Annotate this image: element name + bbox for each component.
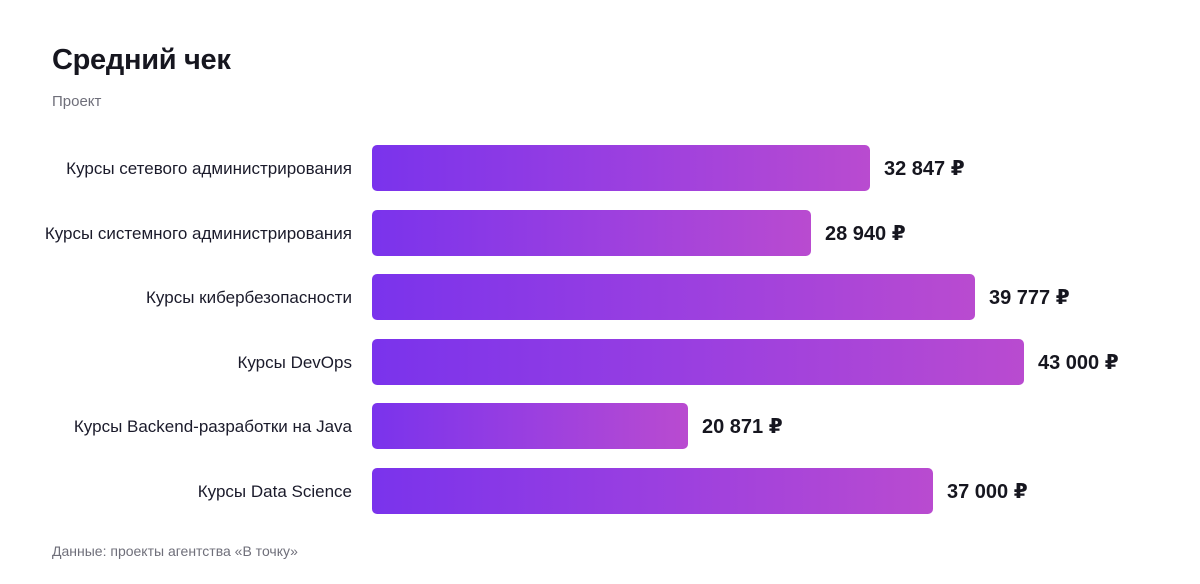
bar-row: Курсы системного администрирования 28 940… (0, 210, 1200, 256)
value-label: 28 940 ₽ (825, 222, 906, 245)
category-label: Курсы DevOps (237, 352, 352, 372)
bar-row: Курсы DevOps 43 000 ₽ (0, 339, 1200, 385)
value-label: 20 871 ₽ (702, 415, 783, 438)
value-label: 39 777 ₽ (989, 286, 1070, 309)
category-label: Курсы системного администрирования (44, 223, 352, 243)
chart-subtitle: Проект (52, 93, 102, 110)
bar-row: Курсы Data Science 37 000 ₽ (0, 468, 1200, 514)
value-label: 32 847 ₽ (884, 157, 965, 180)
bar-row: Курсы Backend-разработки на Java 20 871 ₽ (0, 403, 1200, 449)
bar (372, 210, 811, 256)
category-label: Курсы Backend-разработки на Java (73, 416, 352, 436)
category-label: Курсы Data Science (197, 481, 352, 501)
category-label: Курсы сетевого администрирования (66, 158, 352, 178)
bar (372, 274, 975, 320)
bar (372, 145, 870, 191)
value-label: 43 000 ₽ (1038, 351, 1119, 374)
chart-title: Средний чек (52, 44, 231, 76)
category-label: Курсы кибербезопасности (146, 287, 352, 307)
bar-row: Курсы кибербезопасности 39 777 ₽ (0, 274, 1200, 320)
bar-row: Курсы сетевого администрирования 32 847 ₽ (0, 145, 1200, 191)
bar (372, 468, 933, 514)
bar (372, 403, 688, 449)
value-label: 37 000 ₽ (947, 480, 1028, 503)
bar (372, 339, 1024, 385)
data-source-note: Данные: проекты агентства «В точку» (52, 543, 298, 559)
